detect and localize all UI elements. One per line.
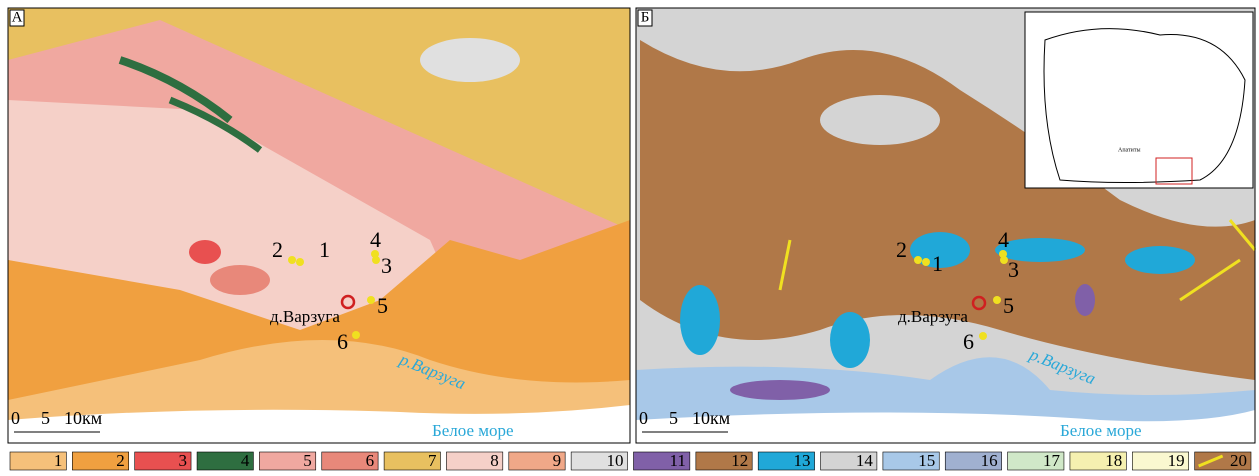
legend-label: 3 (179, 451, 188, 470)
sea-label: Белое море (432, 421, 514, 440)
legend-label: 19 (1168, 451, 1185, 470)
legend-label: 10 (607, 451, 624, 470)
village-label: д.Варзуга (898, 307, 968, 326)
point-label: 2 (272, 237, 283, 262)
scale-label: 10км (64, 408, 102, 428)
panel-label: А (12, 9, 23, 25)
panel-b: Апатиты Б 1 2 3 4 5 6 д.Варзуга р.Варзуг… (636, 8, 1255, 443)
legend-label: 12 (731, 451, 748, 470)
legend-label: 20 (1230, 451, 1247, 470)
site (367, 296, 375, 304)
legend-label: 7 (428, 451, 437, 470)
point-label: 6 (963, 329, 974, 354)
point-label: 1 (319, 237, 330, 262)
site (296, 258, 304, 266)
inset-label: Апатиты (1118, 147, 1141, 153)
legend-label: 1 (54, 451, 63, 470)
sea-label: Белое море (1060, 421, 1142, 440)
legend-label: 15 (918, 451, 935, 470)
site (914, 256, 922, 264)
legend-label: 13 (794, 451, 811, 470)
site (979, 332, 987, 340)
village-label: д.Варзуга (270, 307, 340, 326)
legend-label: 18 (1105, 451, 1122, 470)
point-label: 1 (932, 251, 943, 276)
panel-a: А 1 2 3 4 5 6 д.Варзуга р.Варзуга Белое … (8, 8, 630, 443)
scale-label: 0 (639, 408, 648, 428)
scale-label: 5 (41, 408, 50, 428)
zone (210, 265, 270, 295)
zone (1125, 246, 1195, 274)
legend-label: 11 (669, 451, 685, 470)
site (352, 331, 360, 339)
zone (1075, 284, 1095, 316)
site (922, 258, 930, 266)
zone (830, 312, 870, 368)
legend-label: 6 (366, 451, 375, 470)
scale-label: 5 (669, 408, 678, 428)
point-label: 3 (381, 253, 392, 278)
point-label: 3 (1008, 257, 1019, 282)
point-label: 4 (998, 227, 1009, 252)
legend-label: 5 (303, 451, 312, 470)
site (1000, 256, 1008, 264)
site (372, 256, 380, 264)
point-label: 5 (377, 293, 388, 318)
zone (420, 38, 520, 82)
site (993, 296, 1001, 304)
panel-label: Б (641, 9, 650, 25)
point-label: 5 (1003, 293, 1014, 318)
legend-label: 2 (116, 451, 125, 470)
zone (730, 380, 830, 400)
point-label: 6 (337, 329, 348, 354)
scale-label: 0 (11, 408, 20, 428)
point-label: 2 (896, 237, 907, 262)
zone (680, 285, 720, 355)
legend-label: 17 (1043, 451, 1061, 470)
zone (189, 240, 221, 264)
scale-label: 10км (692, 408, 730, 428)
zone (820, 95, 940, 145)
site (288, 256, 296, 264)
legend-label: 16 (981, 451, 998, 470)
legend-label: 4 (241, 451, 250, 470)
map-figure: А 1 2 3 4 5 6 д.Варзуга р.Варзуга Белое … (0, 0, 1259, 471)
point-label: 4 (370, 227, 381, 252)
legend-label: 14 (856, 451, 874, 470)
legend-label: 9 (553, 451, 562, 470)
legend-label: 8 (490, 451, 499, 470)
zone (690, 140, 830, 200)
inset-map (1025, 12, 1253, 188)
